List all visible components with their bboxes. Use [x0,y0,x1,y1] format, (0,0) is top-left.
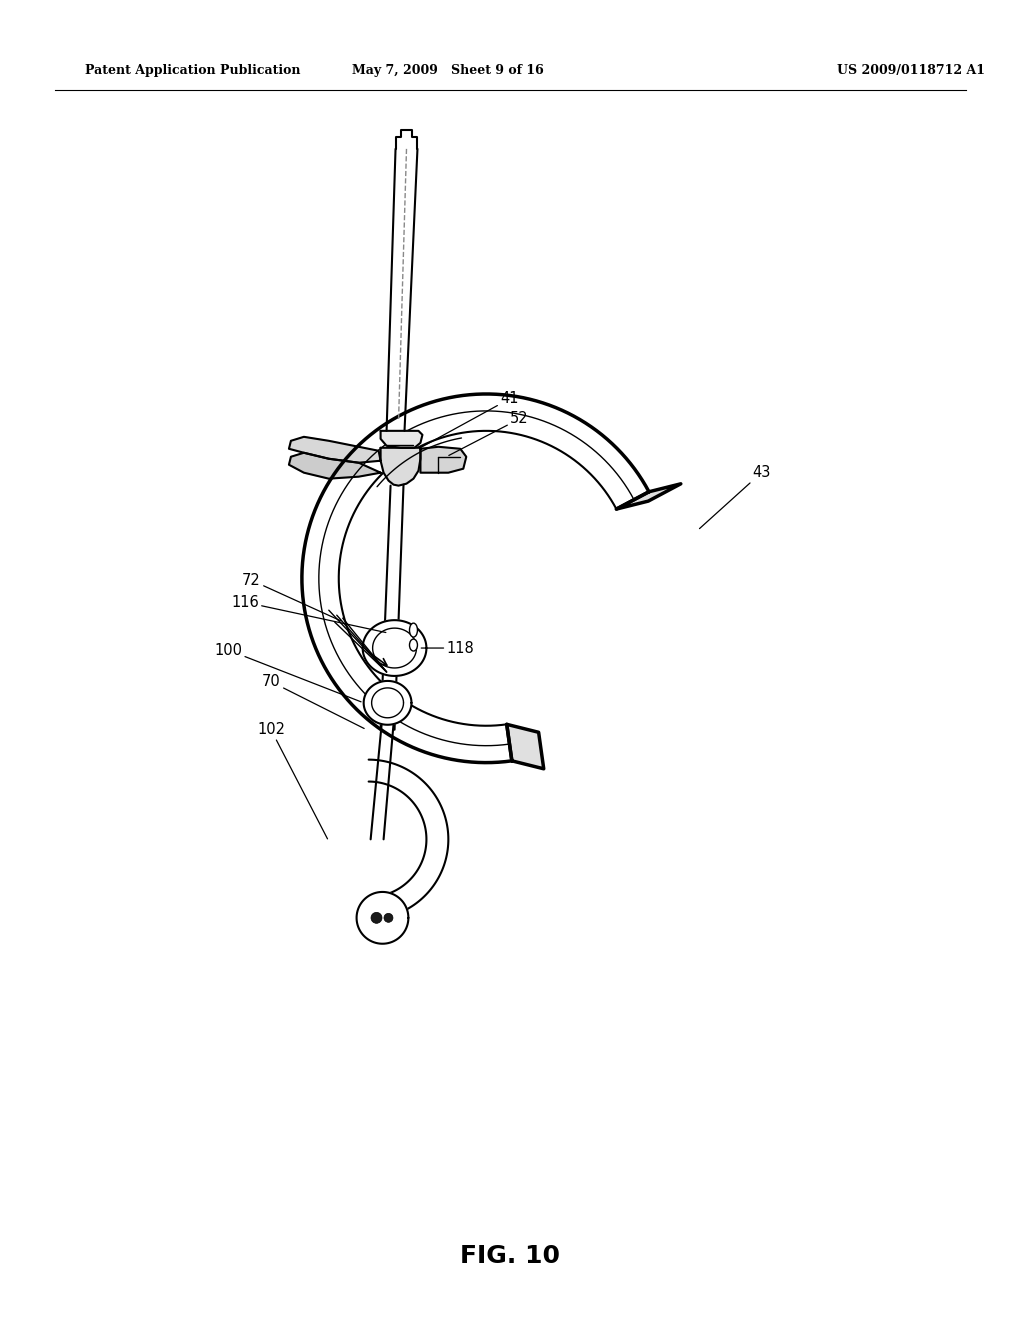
Text: US 2009/0118712 A1: US 2009/0118712 A1 [837,63,985,77]
Text: Patent Application Publication: Patent Application Publication [85,63,300,77]
Text: 70: 70 [262,675,365,729]
Polygon shape [372,688,403,718]
Polygon shape [362,620,426,676]
Text: 100: 100 [214,643,361,702]
Polygon shape [289,453,381,479]
Polygon shape [381,430,423,447]
Ellipse shape [384,913,393,923]
Polygon shape [373,628,417,668]
Text: May 7, 2009   Sheet 9 of 16: May 7, 2009 Sheet 9 of 16 [352,63,544,77]
Ellipse shape [410,639,418,651]
Polygon shape [381,447,421,486]
Text: 72: 72 [242,573,341,620]
Polygon shape [356,892,409,944]
Polygon shape [507,725,544,768]
Text: 52: 52 [449,412,528,455]
Polygon shape [364,681,412,725]
Ellipse shape [410,623,418,638]
Text: 102: 102 [257,722,328,840]
Polygon shape [289,437,381,463]
Text: FIG. 10: FIG. 10 [460,1243,560,1267]
Text: 116: 116 [231,595,386,632]
Ellipse shape [371,912,382,923]
Polygon shape [616,484,681,510]
Text: 43: 43 [699,465,771,528]
Polygon shape [421,446,466,473]
Text: 41: 41 [421,392,519,447]
Text: 118: 118 [421,640,474,656]
